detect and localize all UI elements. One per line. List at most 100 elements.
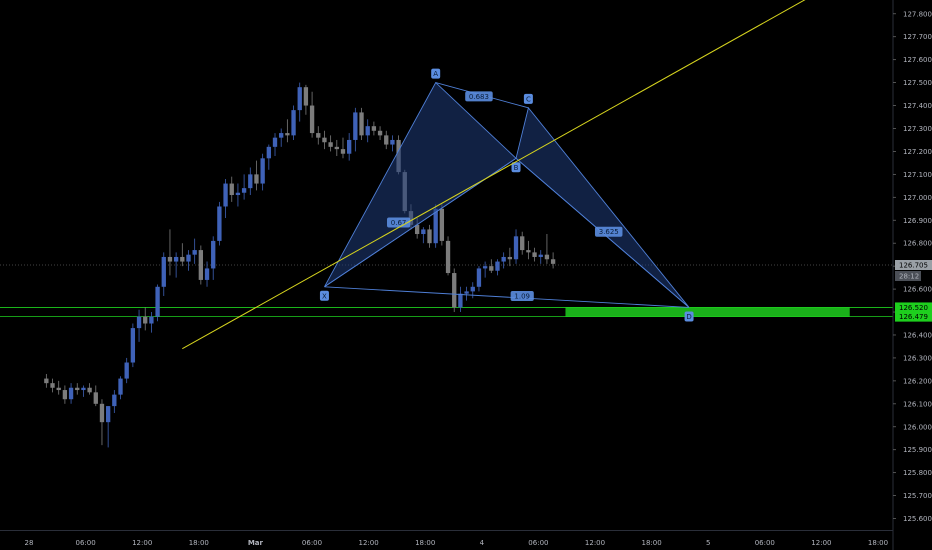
point-badge-text: X <box>322 292 327 300</box>
candle <box>322 130 327 150</box>
y-tick-label: 127.700 <box>903 33 932 41</box>
candle <box>143 307 148 331</box>
candle-body <box>526 250 531 253</box>
candle-body <box>62 390 68 400</box>
x-tick-label: 06:00 <box>528 539 548 547</box>
candle-body <box>186 254 191 262</box>
x-tick-label: 18:00 <box>189 539 209 547</box>
pattern-ratio-label: 1.09 <box>510 290 534 301</box>
current-price-badge-bg <box>895 260 932 270</box>
candle <box>526 240 531 260</box>
candle-body <box>118 378 123 395</box>
point-badge-bg <box>431 68 441 79</box>
candle-body <box>334 146 339 150</box>
ratio-badge-text: 3.625 <box>599 228 619 236</box>
y-tick-label: 127.100 <box>903 171 932 179</box>
trendline <box>182 0 806 350</box>
candle <box>56 380 61 395</box>
candle-body <box>235 192 241 196</box>
candle-body <box>445 240 451 274</box>
candle <box>87 383 92 395</box>
candle <box>75 383 80 395</box>
y-tick-label: 126.400 <box>903 331 932 339</box>
point-badge-text: B <box>514 164 519 172</box>
support-zone-layer <box>0 264 893 318</box>
candle <box>112 390 117 413</box>
y-tick-label: 126.300 <box>903 354 932 362</box>
candle <box>68 383 74 404</box>
candle-body <box>365 126 370 136</box>
candle <box>118 376 123 400</box>
candle-body <box>470 286 475 292</box>
candle <box>124 357 129 384</box>
candle <box>365 119 370 143</box>
candle-body <box>223 183 228 207</box>
candle-body <box>254 174 259 184</box>
candle-body <box>347 139 352 154</box>
x-tick-label: 12:00 <box>359 539 379 547</box>
candle-body <box>520 236 525 251</box>
candle <box>223 178 228 218</box>
candle <box>241 174 247 200</box>
zone-top-badge-text: 126.520 <box>899 304 928 312</box>
candle <box>458 286 463 313</box>
y-tick-label: 127.500 <box>903 79 932 87</box>
candle-body <box>550 259 556 264</box>
candle <box>377 126 383 140</box>
candle-body <box>136 316 142 329</box>
countdown-badge: 28:12 <box>895 271 921 281</box>
candle-body <box>544 254 550 260</box>
candle <box>309 91 315 138</box>
candle <box>149 312 154 333</box>
candle <box>489 259 494 274</box>
y-tick-label: 126.900 <box>903 217 932 225</box>
candle-body <box>458 293 463 308</box>
candle-body <box>229 183 234 196</box>
candle <box>285 119 290 143</box>
x-tick-label: 12:00 <box>585 539 605 547</box>
candle-body <box>279 133 284 138</box>
ratio-badge-bg <box>510 290 534 301</box>
candle <box>513 229 519 264</box>
y-tick-label: 127.000 <box>903 194 932 202</box>
y-tick-label: 125.600 <box>903 515 932 523</box>
y-tick-label: 125.900 <box>903 446 932 454</box>
candle <box>507 247 513 267</box>
ratio-badge-bg <box>465 91 493 102</box>
candle <box>136 309 142 342</box>
pattern-point-c: C <box>523 93 533 104</box>
candle <box>464 286 469 301</box>
y-tick-label: 126.800 <box>903 240 932 248</box>
ratio-badge-text: 0.683 <box>469 93 489 101</box>
candle-body <box>353 112 358 140</box>
candle <box>390 135 395 152</box>
candle-body <box>489 266 494 271</box>
candle-body <box>291 110 296 136</box>
ratio-badge-text: 1.09 <box>514 292 530 300</box>
ratio-badge-bg <box>594 226 623 237</box>
candle-body <box>149 316 154 324</box>
candle <box>334 139 339 157</box>
candle-body <box>211 240 216 269</box>
y-tick-label: 126.200 <box>903 377 932 385</box>
pattern-point-b: B <box>511 162 521 173</box>
candle <box>161 252 166 296</box>
pattern-leg-xd <box>324 286 690 308</box>
candle <box>248 167 253 196</box>
candle <box>99 399 105 446</box>
candle-body <box>204 268 210 280</box>
candle <box>482 261 488 278</box>
candle <box>501 252 506 269</box>
x-tick-label: 28 <box>25 539 34 547</box>
candle <box>93 385 98 407</box>
candle <box>495 259 500 276</box>
y-tick-label: 127.400 <box>903 102 932 110</box>
candle <box>520 231 525 255</box>
candle-body <box>433 208 438 244</box>
candle-body <box>421 229 426 235</box>
candle <box>217 201 222 246</box>
candle <box>266 144 271 170</box>
candle-body <box>56 387 61 391</box>
candle <box>452 268 457 313</box>
